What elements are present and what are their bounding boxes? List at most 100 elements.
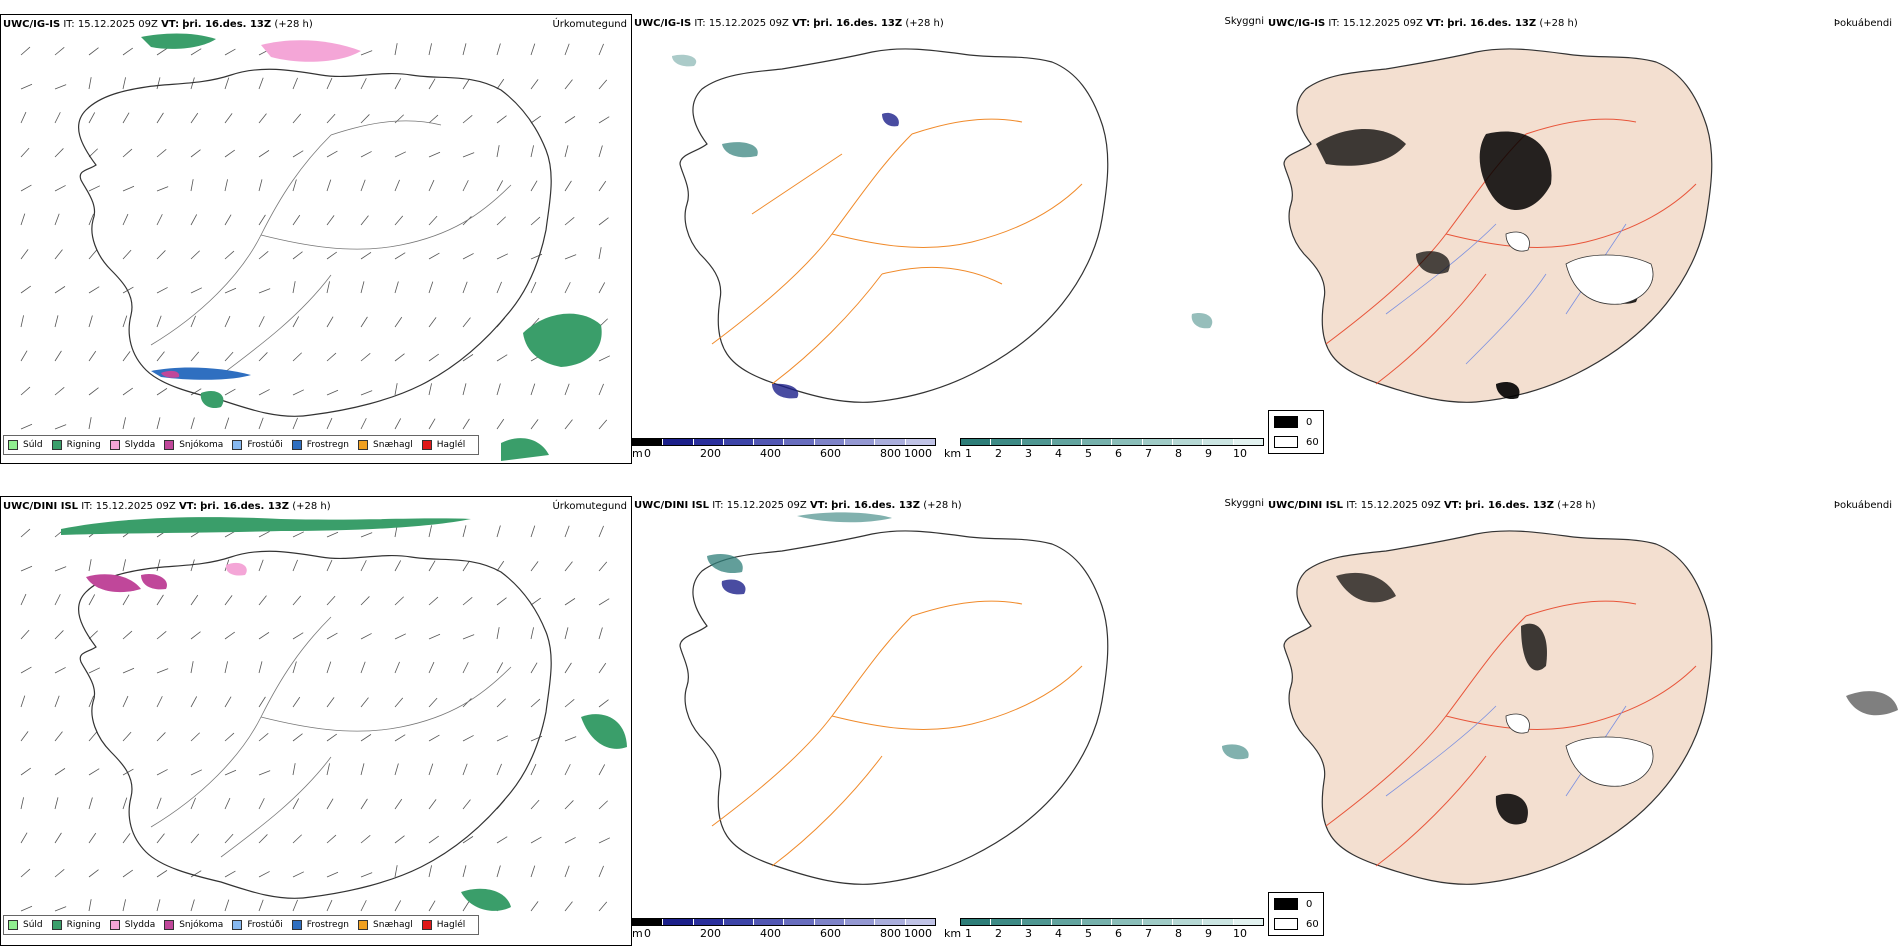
wind-barb	[224, 315, 231, 328]
wind-barb	[360, 763, 365, 776]
wind-barb	[54, 832, 62, 844]
wind-barb	[156, 732, 166, 742]
row2-precip-map	[20, 517, 627, 912]
cbar-segment	[961, 439, 992, 445]
wind-barb	[88, 77, 92, 90]
wind-barb	[496, 836, 508, 844]
wind-barb	[326, 661, 332, 674]
wind-barb	[156, 214, 163, 226]
row1-precip-panel: UWC/IG-IS IT: 15.12.2025 09Z VT: þri. 16…	[0, 14, 632, 464]
wind-barb	[224, 833, 234, 844]
cbar-segment	[1051, 919, 1083, 925]
row1-fog-map	[1283, 48, 1713, 403]
wind-barb	[564, 79, 573, 90]
wind-barb	[326, 77, 333, 90]
wind-barb	[54, 350, 62, 362]
legend-swatch	[232, 440, 243, 450]
wind-barb	[156, 594, 164, 606]
km-tick: 6	[1115, 447, 1122, 460]
wind-barb	[88, 695, 94, 708]
wind-barb	[496, 560, 505, 572]
wind-barb	[598, 217, 609, 226]
wind-barb	[258, 798, 265, 810]
legend-item-frostudi: Frostúði	[232, 920, 283, 930]
wind-barb	[54, 249, 63, 260]
wind-barb	[530, 145, 534, 158]
wind-barb	[156, 833, 165, 844]
row1-fog-header: UWC/IG-IS IT: 15.12.2025 09Z VT: þri. 16…	[1268, 18, 1578, 29]
cbar-segment	[991, 439, 1022, 445]
wind-barb	[122, 797, 128, 810]
wind-barb	[394, 252, 406, 260]
wind-barb	[122, 899, 126, 912]
wind-barb	[88, 148, 98, 158]
wind-barb	[224, 287, 237, 294]
wind-barb	[564, 561, 573, 572]
wind-barb	[394, 418, 402, 430]
km-unit: km	[944, 447, 962, 460]
wind-barb	[292, 113, 302, 124]
wind-barb	[530, 419, 539, 430]
wind-barb	[54, 869, 65, 878]
wind-barb	[564, 598, 576, 606]
wind-barb	[530, 627, 534, 640]
km-tick: 3	[1025, 927, 1032, 940]
cbar-segment	[814, 919, 846, 925]
wind-barb	[564, 180, 572, 192]
wind-barb	[598, 561, 608, 572]
legend-item-slydda: Slydda	[109, 440, 155, 450]
wind-barb	[530, 180, 538, 192]
wind-barb	[428, 317, 437, 328]
km-tick: 8	[1175, 927, 1182, 940]
wind-barb	[394, 43, 398, 56]
wind-barb	[156, 696, 163, 708]
wind-barb	[564, 627, 569, 640]
wind-barb	[88, 667, 100, 674]
wind-barb	[530, 735, 543, 742]
wind-barb	[360, 179, 366, 192]
wind-barb	[598, 865, 604, 878]
cbar-segment	[1142, 439, 1174, 445]
wind-barb	[224, 732, 235, 742]
wind-barb	[496, 281, 502, 294]
wind-barb	[88, 797, 93, 810]
row2-visibility-title: Skyggni	[1224, 498, 1264, 509]
wind-barb	[598, 247, 602, 260]
wind-barb	[530, 383, 536, 396]
wind-barb	[156, 417, 161, 430]
cbar-segment	[1233, 439, 1263, 445]
wind-barb	[564, 43, 570, 56]
fog-legend-row: 0	[1274, 898, 1312, 910]
wind-barb	[598, 764, 606, 776]
wind-barb	[496, 597, 507, 606]
wind-barb	[20, 315, 24, 328]
wind-barb	[462, 383, 467, 396]
wind-barb	[54, 630, 64, 640]
cbar-segment	[663, 919, 694, 925]
wind-barb	[428, 383, 432, 396]
wind-barb	[292, 595, 302, 606]
wind-barb	[190, 732, 200, 742]
wind-barb	[156, 250, 166, 260]
wind-barb	[54, 213, 60, 226]
height-tick: 400	[760, 927, 781, 940]
cbar-segment	[875, 439, 906, 445]
wind-barb	[530, 763, 537, 776]
wind-barb	[224, 769, 237, 776]
wind-barb	[54, 185, 66, 192]
wind-barb	[258, 251, 269, 260]
wind-barb	[156, 668, 169, 674]
wind-barb	[394, 179, 400, 192]
height-unit: m	[632, 927, 643, 940]
wind-barb	[394, 78, 402, 90]
wind-barb	[496, 216, 506, 226]
height-tick: 800	[880, 927, 901, 940]
wind-barb	[326, 798, 334, 810]
wind-barb	[462, 597, 473, 606]
wind-barb	[224, 388, 236, 396]
wind-barb	[326, 113, 336, 124]
wind-barb	[190, 112, 199, 124]
cbar-segment	[1021, 919, 1052, 925]
wind-barb	[326, 215, 335, 226]
wind-barb	[54, 667, 66, 674]
